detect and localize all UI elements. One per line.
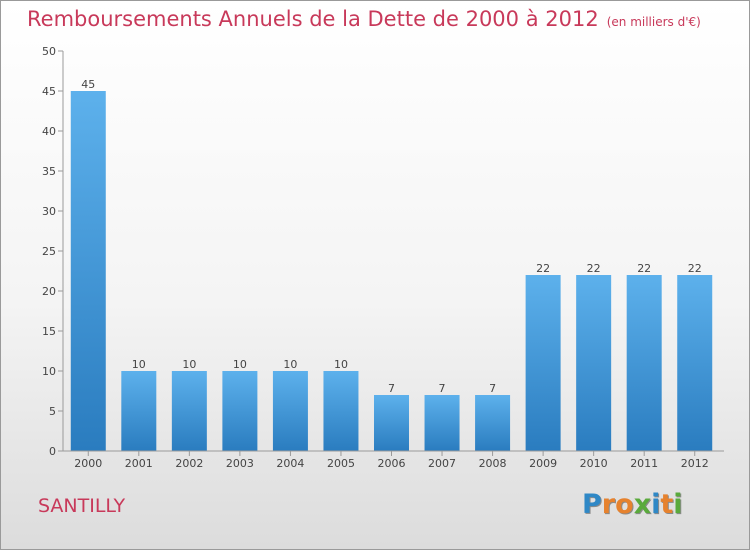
logo-letter: i (673, 489, 683, 520)
x-tick-label: 2011 (630, 457, 658, 470)
y-tick-label: 20 (42, 285, 56, 298)
bar-value-label: 7 (489, 382, 496, 395)
bar-value-label: 45 (81, 78, 95, 91)
bar-value-label: 22 (587, 262, 601, 275)
x-tick-label: 2009 (529, 457, 557, 470)
commune-name: SANTILLY (38, 495, 126, 517)
x-tick-label: 2003 (226, 457, 254, 470)
bar-2011 (626, 275, 662, 451)
bar-2009 (525, 275, 561, 451)
logo-letter: r (601, 489, 616, 520)
bar-value-label: 10 (283, 358, 297, 371)
bar-value-label: 7 (388, 382, 395, 395)
y-tick-label: 10 (42, 365, 56, 378)
x-tick-label: 2008 (479, 457, 507, 470)
x-tick-label: 2000 (74, 457, 102, 470)
logo-letter: o (615, 489, 634, 520)
x-tick-label: 2005 (327, 457, 355, 470)
y-tick-label: 45 (42, 85, 56, 98)
bar-value-label: 10 (334, 358, 348, 371)
bar-2012 (677, 275, 713, 451)
bar-2010 (576, 275, 612, 451)
bar-value-label: 22 (637, 262, 651, 275)
y-tick-label: 0 (49, 445, 56, 458)
logo-letter: t (660, 489, 674, 520)
bar-value-label: 22 (536, 262, 550, 275)
y-tick-label: 30 (42, 205, 56, 218)
x-tick-label: 2010 (580, 457, 608, 470)
bars-group: 45 10 10 10 10 10 7 7 7 22 22 22 22 (70, 78, 713, 451)
y-tick-label: 15 (42, 325, 56, 338)
x-tick-label: 2006 (378, 457, 406, 470)
x-tick-label: 2002 (175, 457, 203, 470)
bar-value-label: 10 (233, 358, 247, 371)
bar-2007 (424, 395, 460, 451)
bar-2001 (121, 371, 157, 451)
bar-2005 (323, 371, 359, 451)
bar-2008 (475, 395, 511, 451)
bar-value-label: 10 (132, 358, 146, 371)
bar-2000 (70, 91, 106, 451)
axes-group: 0 5 10 15 20 25 30 35 40 45 50 2000 2001 2002 2003 2004… (42, 45, 724, 470)
y-tick-label: 50 (42, 45, 56, 58)
x-tick-label: 2012 (681, 457, 709, 470)
x-tick-label: 2007 (428, 457, 456, 470)
bar-value-label: 22 (688, 262, 702, 275)
bar-value-label: 7 (439, 382, 446, 395)
x-tick-label: 2001 (125, 457, 153, 470)
y-tick-label: 25 (42, 245, 56, 258)
bar-value-label: 10 (182, 358, 196, 371)
logo-letter: i (651, 489, 661, 520)
bar-2002 (171, 371, 207, 451)
y-tick-label: 5 (49, 405, 56, 418)
title-text: Remboursements Annuels de la Dette de 20… (27, 7, 599, 31)
y-tick-label: 35 (42, 165, 56, 178)
chart-subtitle: (en milliers d'€) (606, 15, 701, 29)
proxiti-logo: Proxiti (582, 489, 683, 520)
logo-letter: x (633, 489, 652, 520)
logo-letter: P (582, 489, 602, 520)
x-tick-label: 2004 (276, 457, 304, 470)
chart-title: Remboursements Annuels de la Dette de 20… (27, 7, 701, 31)
bar-2004 (272, 371, 308, 451)
bar-2003 (222, 371, 258, 451)
bar-2006 (374, 395, 409, 451)
y-tick-label: 40 (42, 125, 56, 138)
